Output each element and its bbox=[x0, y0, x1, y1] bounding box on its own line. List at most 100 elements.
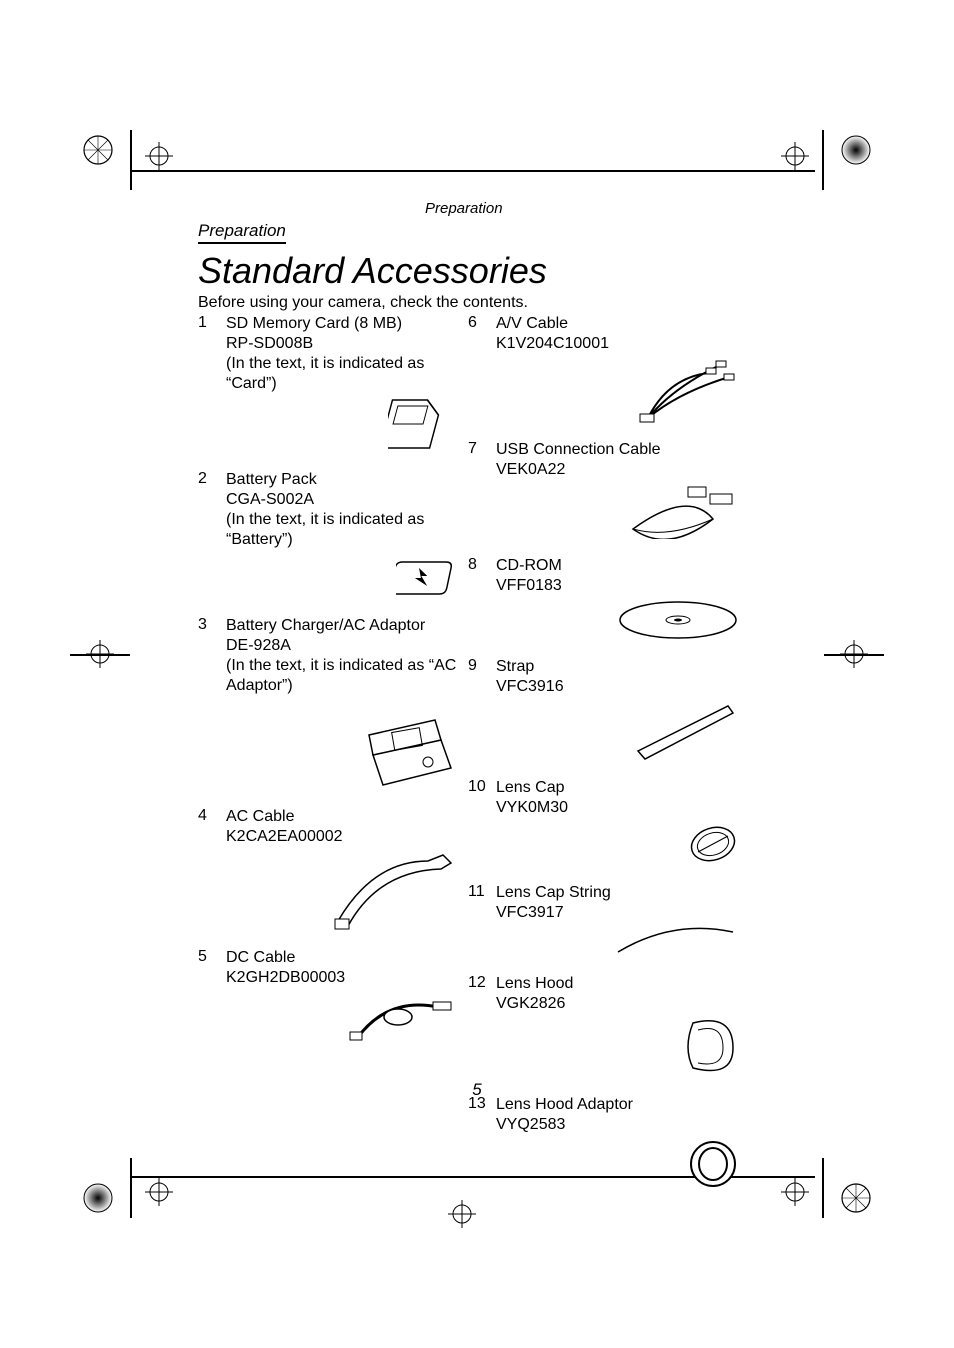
sdcard-icon bbox=[198, 398, 458, 458]
item-name: AC Cable bbox=[226, 808, 294, 825]
battery-icon bbox=[198, 554, 458, 604]
intro-text: Before using your camera, check the cont… bbox=[198, 294, 528, 312]
section-heading: Preparation bbox=[198, 221, 286, 244]
registration-dot-icon bbox=[840, 1182, 872, 1214]
item-number: 4 bbox=[198, 807, 220, 825]
item-number: 1 bbox=[198, 314, 220, 332]
registration-dot-icon bbox=[82, 134, 114, 166]
item-number: 12 bbox=[468, 974, 490, 992]
item-part-number: VFF0183 bbox=[496, 576, 738, 596]
item-body: Lens Cap VYK0M30 bbox=[496, 778, 738, 818]
item-number: 11 bbox=[468, 883, 490, 901]
item-body: AC Cable K2CA2EA00002 bbox=[226, 807, 458, 847]
accessory-item: 5 DC Cable K2GH2DB00003 bbox=[198, 948, 458, 1052]
registration-dot-icon bbox=[840, 134, 872, 166]
item-number: 6 bbox=[468, 314, 490, 332]
item-part-number: K2GH2DB00003 bbox=[226, 968, 458, 988]
item-body: Lens Hood Adaptor VYQ2583 bbox=[496, 1095, 738, 1135]
item-number: 8 bbox=[468, 556, 490, 574]
accessory-item: 8 CD-ROM VFF0183 bbox=[468, 556, 738, 645]
item-name: Strap bbox=[496, 658, 534, 675]
item-body: Strap VFC3916 bbox=[496, 657, 738, 697]
item-name: Lens Hood Adaptor bbox=[496, 1096, 633, 1113]
dccable-icon bbox=[198, 992, 458, 1052]
accessory-item: 11 Lens Cap String VFC3917 bbox=[468, 883, 738, 962]
accessory-list-right: 6 A/V Cable K1V204C10001 7 USB Connection Ca… bbox=[468, 314, 738, 1206]
page-title: Standard Accessories bbox=[198, 250, 547, 292]
accessory-item: 4 AC Cable K2CA2EA00002 bbox=[198, 807, 458, 936]
item-part-number: K1V204C10001 bbox=[496, 334, 738, 354]
crop-rule-icon bbox=[130, 170, 815, 172]
item-number: 5 bbox=[198, 948, 220, 966]
item-part-number: VEK0A22 bbox=[496, 460, 738, 480]
strap-icon bbox=[468, 701, 738, 766]
accessory-item: 1 SD Memory Card (8 MB) RP-SD008B(In the t… bbox=[198, 314, 458, 458]
item-name: Lens Cap String bbox=[496, 884, 611, 901]
accable-icon bbox=[198, 851, 458, 936]
item-number: 3 bbox=[198, 616, 220, 634]
accessory-item: 3 Battery Charger/AC Adaptor DE-928A(In th… bbox=[198, 616, 458, 795]
accessory-item: 2 Battery PackCGA-S002A(In the text, it i… bbox=[198, 470, 458, 604]
crosshair-icon bbox=[781, 142, 809, 170]
item-name: DC Cable bbox=[226, 949, 295, 966]
crop-rule-icon bbox=[822, 1158, 824, 1218]
item-number: 7 bbox=[468, 440, 490, 458]
page: Preparation Preparation Standard Accesso… bbox=[0, 0, 954, 1348]
item-number: 9 bbox=[468, 657, 490, 675]
cdrom-icon bbox=[468, 600, 738, 645]
item-number: 10 bbox=[468, 778, 490, 796]
item-part-number: K2CA2EA00002 bbox=[226, 827, 458, 847]
item-name: USB Connection Cable bbox=[496, 441, 661, 458]
item-part-number: RP-SD008B bbox=[226, 334, 458, 354]
item-name: Lens Cap bbox=[496, 779, 565, 796]
crosshair-icon bbox=[781, 1178, 809, 1206]
crop-rule-icon bbox=[824, 654, 884, 656]
item-part-number: VYQ2583 bbox=[496, 1115, 738, 1135]
item-part-number: DE-928A bbox=[226, 636, 458, 656]
item-number: 2 bbox=[198, 470, 220, 488]
item-body: USB Connection Cable VEK0A22 bbox=[496, 440, 738, 480]
running-header: Preparation bbox=[425, 200, 503, 217]
item-body: Battery Charger/AC Adaptor DE-928A(In the… bbox=[226, 616, 458, 696]
item-part-number: VFC3916 bbox=[496, 677, 738, 697]
item-name: Lens Hood bbox=[496, 975, 573, 992]
item-name: Battery Pack bbox=[226, 471, 317, 488]
accessory-item: 10 Lens Cap VYK0M30 bbox=[468, 778, 738, 871]
lenscap-icon bbox=[468, 822, 738, 871]
crop-rule-icon bbox=[130, 130, 132, 190]
item-body: Battery PackCGA-S002A(In the text, it is… bbox=[226, 470, 458, 550]
charger-icon bbox=[198, 700, 458, 795]
crosshair-icon bbox=[145, 142, 173, 170]
item-part-number: VGK2826 bbox=[496, 994, 738, 1014]
item-body: CD-ROM VFF0183 bbox=[496, 556, 738, 596]
item-body: DC Cable K2GH2DB00003 bbox=[226, 948, 458, 988]
accessory-item: 6 A/V Cable K1V204C10001 bbox=[468, 314, 738, 428]
crop-rule-icon bbox=[822, 130, 824, 190]
avcable-icon bbox=[468, 358, 738, 428]
accessory-item: 7 USB Connection Cable VEK0A22 bbox=[468, 440, 738, 544]
item-body: Lens Hood VGK2826 bbox=[496, 974, 738, 1014]
page-number: 5 bbox=[472, 1080, 481, 1100]
item-body: Lens Cap String VFC3917 bbox=[496, 883, 738, 923]
accessory-item: 9 Strap VFC3916 bbox=[468, 657, 738, 766]
item-name: CD-ROM bbox=[496, 557, 562, 574]
item-part-number: VYK0M30 bbox=[496, 798, 738, 818]
crop-rule-icon bbox=[130, 1158, 132, 1218]
item-body: SD Memory Card (8 MB) RP-SD008B(In the te… bbox=[226, 314, 458, 394]
accessory-item: 13Lens Hood AdaptorVYQ2583 bbox=[468, 1095, 738, 1194]
item-note: (In the text, it is indicated as “AC Ada… bbox=[226, 656, 458, 696]
accessory-list-left: 1SD Memory Card (8 MB)RP-SD008B(In the t… bbox=[198, 314, 458, 1064]
item-body: A/V Cable K1V204C10001 bbox=[496, 314, 738, 354]
item-part-number: VFC3917 bbox=[496, 903, 738, 923]
item-name: A/V Cable bbox=[496, 315, 568, 332]
usbcable-icon bbox=[468, 484, 738, 544]
item-name: Battery Charger/AC Adaptor bbox=[226, 617, 425, 634]
item-note: (In the text, it is indicated as “Card”) bbox=[226, 354, 458, 394]
accessory-item: 12 Lens Hood VGK2826 bbox=[468, 974, 738, 1083]
item-name: SD Memory Card (8 MB) bbox=[226, 315, 402, 332]
crop-rule-icon bbox=[70, 654, 130, 656]
crosshair-icon bbox=[145, 1178, 173, 1206]
hoodadaptor-icon bbox=[468, 1139, 738, 1194]
item-note: (In the text, it is indicated as “Batter… bbox=[226, 510, 458, 550]
string-icon bbox=[468, 927, 738, 962]
